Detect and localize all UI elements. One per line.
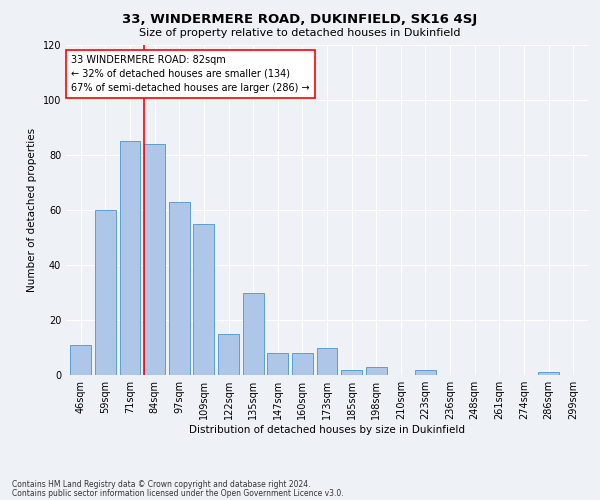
- Bar: [415, 370, 436, 375]
- Y-axis label: Number of detached properties: Number of detached properties: [27, 128, 37, 292]
- Bar: [267, 353, 288, 375]
- Bar: [119, 141, 140, 375]
- Bar: [95, 210, 116, 375]
- Bar: [193, 224, 214, 375]
- Bar: [538, 372, 559, 375]
- Text: Contains HM Land Registry data © Crown copyright and database right 2024.: Contains HM Land Registry data © Crown c…: [12, 480, 311, 489]
- Text: 33, WINDERMERE ROAD, DUKINFIELD, SK16 4SJ: 33, WINDERMERE ROAD, DUKINFIELD, SK16 4S…: [122, 12, 478, 26]
- Bar: [144, 144, 165, 375]
- Text: Size of property relative to detached houses in Dukinfield: Size of property relative to detached ho…: [139, 28, 461, 38]
- Bar: [366, 367, 387, 375]
- Text: 33 WINDERMERE ROAD: 82sqm
← 32% of detached houses are smaller (134)
67% of semi: 33 WINDERMERE ROAD: 82sqm ← 32% of detac…: [71, 55, 310, 93]
- Bar: [317, 348, 337, 375]
- Bar: [242, 292, 263, 375]
- Bar: [218, 334, 239, 375]
- Text: Contains public sector information licensed under the Open Government Licence v3: Contains public sector information licen…: [12, 488, 344, 498]
- Bar: [341, 370, 362, 375]
- X-axis label: Distribution of detached houses by size in Dukinfield: Distribution of detached houses by size …: [189, 425, 465, 435]
- Bar: [169, 202, 190, 375]
- Bar: [292, 353, 313, 375]
- Bar: [70, 345, 91, 375]
